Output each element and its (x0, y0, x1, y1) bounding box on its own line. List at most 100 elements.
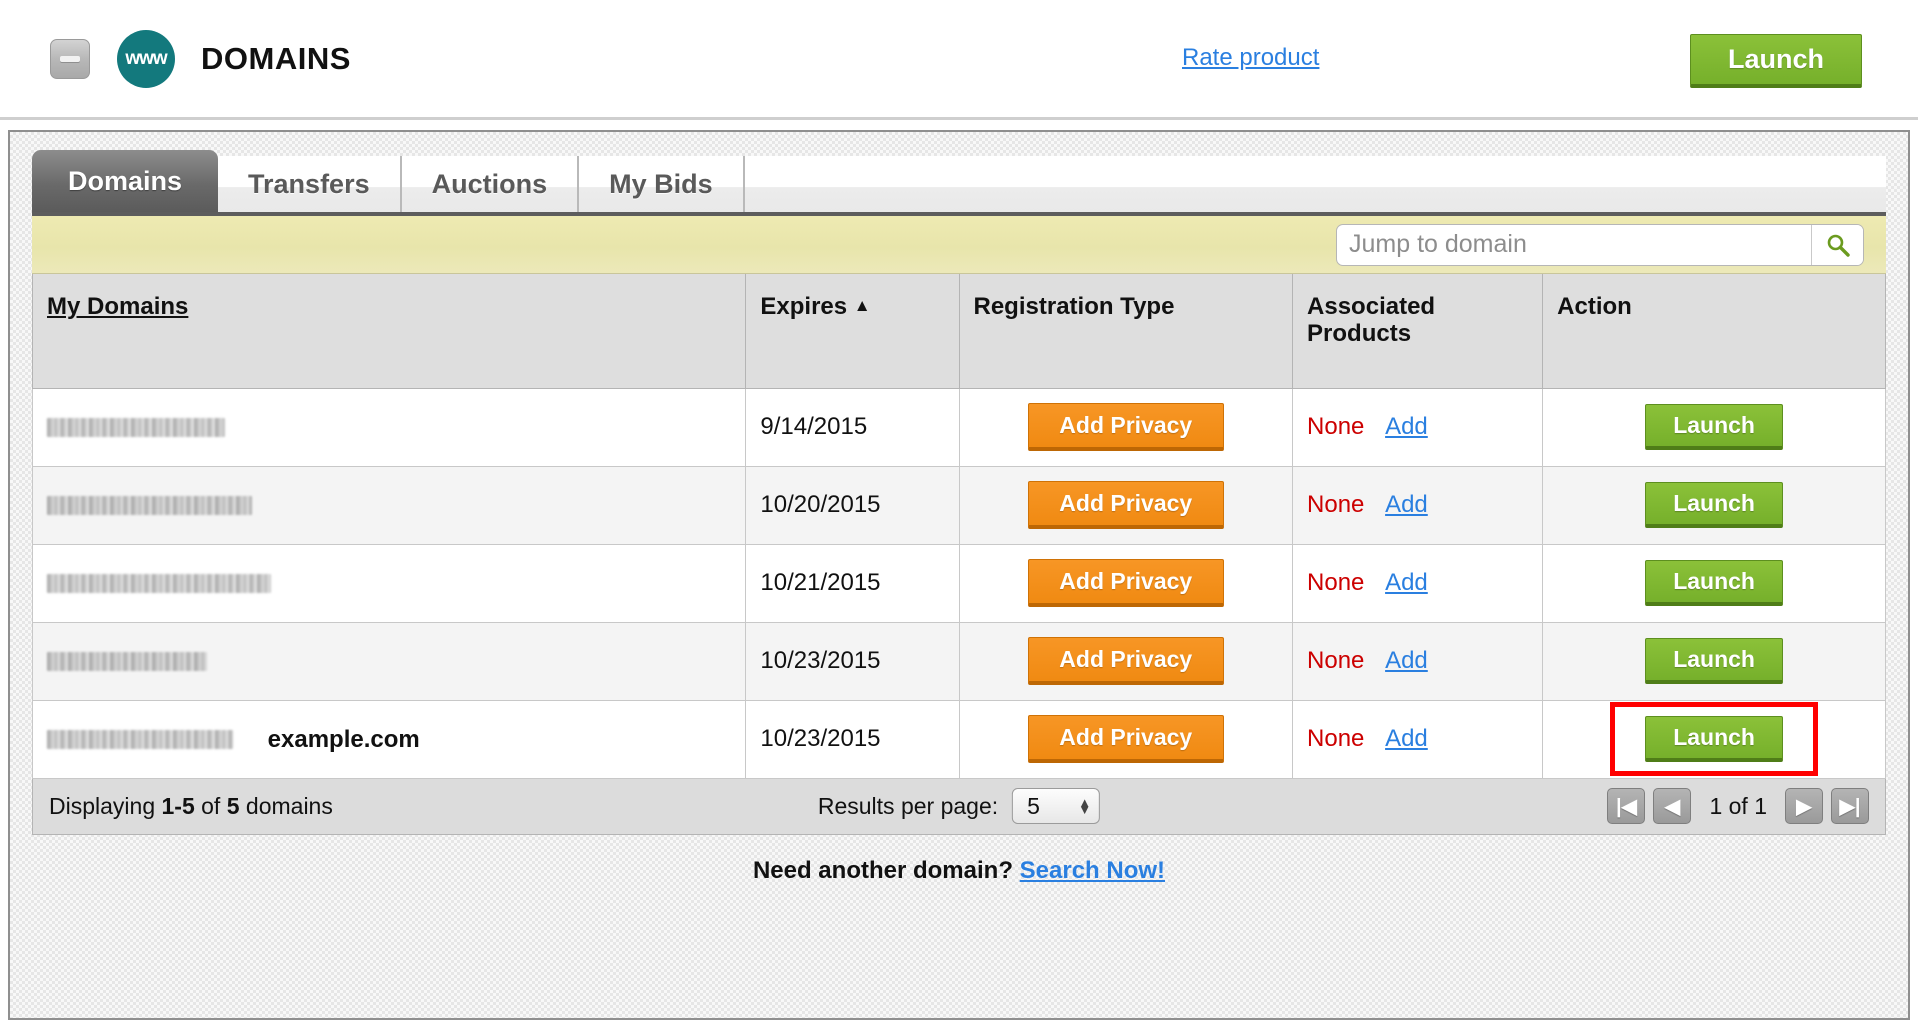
domain-name-cell[interactable] (31, 621, 747, 701)
displaying-suffix: domains (239, 792, 333, 819)
domains-panel: Domains Transfers Auctions My Bids (31, 150, 1886, 1000)
www-logo-icon: www (117, 29, 175, 88)
domain-name-cell[interactable] (31, 387, 747, 467)
results-per-page: Results per page: 5 ▲ ▼ (817, 788, 1101, 825)
table-footer: Displaying 1-5 of 5 domains Results per … (32, 778, 1886, 835)
table-row: example.com 10/23/2015 Add Privacy None … (31, 699, 1886, 779)
table-header-row: My Domains Expires ▲ Registration Type A… (31, 274, 1886, 389)
registration-type-cell: Add Privacy (958, 465, 1294, 545)
add-product-link[interactable]: Add (1385, 569, 1428, 597)
add-product-link[interactable]: Add (1385, 413, 1428, 441)
action-cell: Launch (1542, 543, 1886, 623)
registration-type-cell: Add Privacy (958, 387, 1294, 467)
domain-name-label: example.com (267, 725, 420, 753)
pagination-controls: |◀ ◀ 1 of 1 ▶ ▶| (1607, 788, 1869, 825)
search-box[interactable] (1336, 223, 1864, 266)
logo-text: www (125, 47, 167, 69)
need-another-domain: Need another domain? Search Now! (32, 835, 1886, 885)
add-product-link[interactable]: Add (1385, 725, 1428, 753)
table-row: 9/14/2015 Add Privacy None Add Launch (31, 387, 1886, 467)
registration-type-cell: Add Privacy (958, 543, 1294, 623)
action-label: Action (1557, 293, 1632, 320)
search-button[interactable] (1811, 224, 1863, 265)
stepper-arrows-icon: ▲ ▼ (1078, 795, 1092, 818)
add-product-link[interactable]: Add (1385, 647, 1428, 675)
tab-my-bids-label: My Bids (609, 168, 713, 199)
associated-products-value: None (1307, 647, 1365, 675)
registration-type-cell: Add Privacy (958, 621, 1294, 701)
redacted-domain-name (47, 496, 252, 516)
content-frame: Domains Transfers Auctions My Bids (8, 130, 1910, 1020)
search-now-link[interactable]: Search Now! (1019, 856, 1166, 884)
redacted-domain-name (47, 652, 207, 672)
add-privacy-button[interactable]: Add Privacy (1027, 403, 1224, 452)
launch-button[interactable]: Launch (1645, 482, 1784, 529)
table-row: 10/23/2015 Add Privacy None Add Launch (31, 621, 1886, 701)
search-toolbar (32, 216, 1886, 274)
need-domain-text: Need another domain? (752, 856, 1013, 884)
associated-products-value: None (1307, 569, 1365, 597)
associated-products-value: None (1307, 725, 1365, 753)
displaying-middle: of (194, 792, 227, 819)
expires-cell: 9/14/2015 (745, 387, 960, 467)
collapse-button[interactable] (50, 38, 90, 79)
results-per-page-label: Results per page: (817, 792, 999, 819)
column-header-my-domains[interactable]: My Domains (31, 274, 747, 389)
launch-button[interactable]: Launch (1645, 560, 1784, 607)
tab-bar: Domains Transfers Auctions My Bids (32, 150, 1886, 216)
registration-type-cell: Add Privacy (958, 699, 1294, 779)
launch-button[interactable]: Launch (1645, 404, 1784, 451)
add-privacy-button[interactable]: Add Privacy (1027, 481, 1224, 530)
next-page-button[interactable]: ▶ (1785, 788, 1823, 825)
page-title: DOMAINS (201, 40, 351, 76)
launch-button-highlight: Launch (1610, 702, 1819, 777)
action-cell: Launch (1542, 465, 1886, 545)
my-domains-sort-link[interactable]: My Domains (47, 293, 189, 320)
add-privacy-button[interactable]: Add Privacy (1027, 715, 1224, 764)
last-page-button[interactable]: ▶| (1831, 788, 1869, 825)
associated-products-cell: None Add (1292, 543, 1544, 623)
header-launch-button[interactable]: Launch (1690, 34, 1862, 88)
minus-icon (60, 55, 80, 62)
expires-cell: 10/21/2015 (745, 543, 960, 623)
associated-products-cell: None Add (1292, 621, 1544, 701)
sort-ascending-icon: ▲ (853, 296, 871, 315)
column-header-expires[interactable]: Expires ▲ (745, 274, 960, 389)
column-header-associated-products: Associated Products (1292, 274, 1544, 389)
column-header-action: Action (1542, 274, 1886, 389)
rate-product-link[interactable]: Rate product (1182, 44, 1320, 71)
tab-transfers[interactable]: Transfers (218, 156, 402, 212)
displaying-total: 5 (226, 792, 240, 819)
associated-products-value: None (1307, 413, 1365, 441)
domain-name-cell[interactable] (31, 465, 747, 545)
domain-name-cell[interactable] (31, 543, 747, 623)
action-cell: Launch (1542, 699, 1886, 779)
associated-products-label: Associated Products (1307, 293, 1436, 347)
domain-name-cell[interactable]: example.com (31, 699, 747, 779)
tab-my-bids[interactable]: My Bids (579, 156, 745, 212)
tab-auctions[interactable]: Auctions (401, 156, 580, 212)
expires-label: Expires (760, 293, 848, 320)
associated-products-cell: None Add (1292, 699, 1544, 779)
action-cell: Launch (1542, 387, 1886, 467)
displaying-prefix: Displaying (49, 792, 162, 819)
tab-transfers-label: Transfers (248, 168, 370, 199)
expires-cell: 10/20/2015 (745, 465, 960, 545)
results-per-page-select[interactable]: 5 ▲ ▼ (1012, 788, 1101, 825)
domains-table: My Domains Expires ▲ Registration Type A… (31, 274, 1886, 779)
tab-auctions-label: Auctions (431, 168, 548, 199)
launch-button[interactable]: Launch (1645, 638, 1784, 685)
add-product-link[interactable]: Add (1385, 491, 1428, 519)
add-privacy-button[interactable]: Add Privacy (1027, 637, 1224, 686)
tab-domains[interactable]: Domains (32, 150, 219, 212)
launch-button[interactable]: Launch (1645, 716, 1784, 763)
displaying-range: 1-5 (161, 792, 195, 819)
add-privacy-button[interactable]: Add Privacy (1027, 559, 1224, 608)
results-per-page-value: 5 (1027, 792, 1040, 819)
page-indicator: 1 of 1 (1709, 792, 1767, 819)
redacted-domain-name (47, 574, 271, 594)
table-row: 10/20/2015 Add Privacy None Add Launch (31, 465, 1886, 545)
search-input[interactable] (1337, 230, 1811, 259)
previous-page-button[interactable]: ◀ (1653, 788, 1692, 825)
first-page-button[interactable]: |◀ (1607, 788, 1646, 825)
